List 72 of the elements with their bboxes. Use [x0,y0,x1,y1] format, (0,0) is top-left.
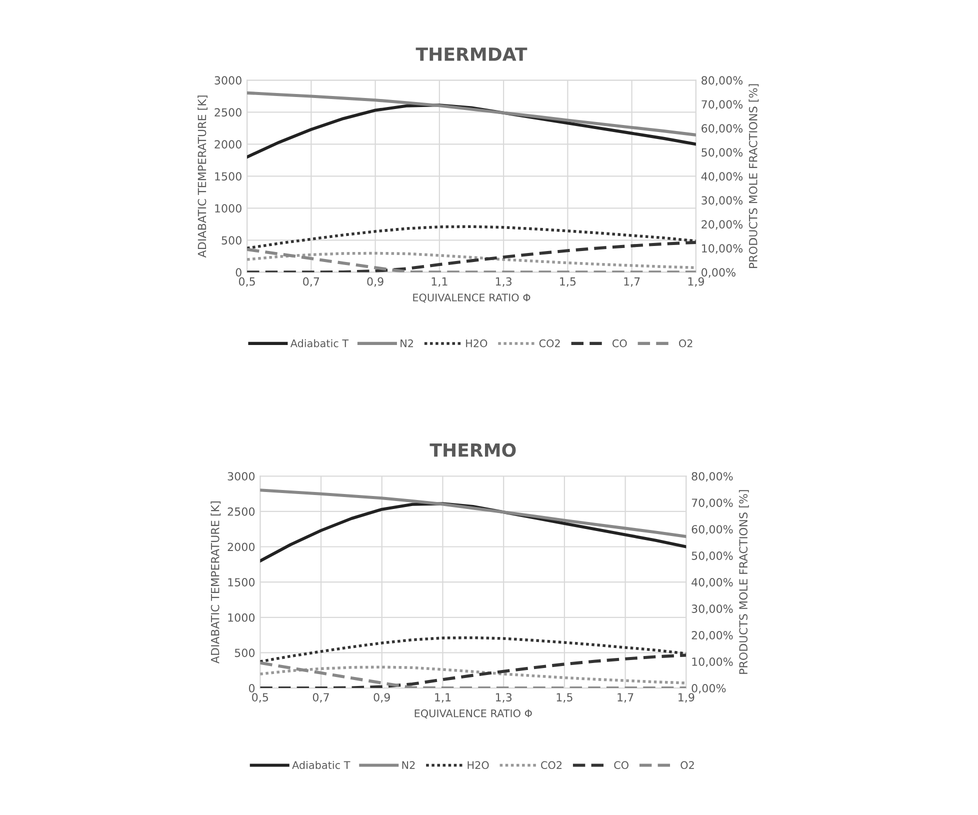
legend-label: N2 [400,339,413,348]
y-tick-label: 2000 [214,140,242,149]
x-tick-label: 1,3 [496,693,512,703]
x-tick-label: 1,5 [556,693,572,703]
y-tick-label: 1000 [215,204,242,213]
y2-tick-label: 30,00% [702,196,743,206]
y2-tick-label: 80,00% [692,472,733,482]
y2-tick-label: 20,00% [702,220,743,230]
y2-axis-title: PRODUCTS MOLE FRACTIONS [%] [748,84,759,268]
y-tick-label: 3000 [228,472,255,480]
legend-label: H2O [466,339,488,348]
line-series [247,252,696,270]
y-tick-label: 1000 [228,613,255,622]
x-tick-label: 0,7 [312,693,329,703]
legend-label: CO2 [541,761,562,770]
y2-tick-label: 70,00% [692,498,733,508]
y-tick-label: 500 [234,648,255,658]
x-tick-label: 1,7 [618,693,634,703]
x-tick-label: 0,9 [374,693,390,703]
y-axis-title: ADIABATIC TEMPERATURE [K] [210,502,221,664]
y2-tick-label: 30,00% [692,604,733,614]
x-tick-label: 0,9 [367,277,384,287]
legend-label: Adiabatic T [292,760,350,770]
chart-title: THERMO [430,443,516,457]
y-tick-label: 0 [236,268,242,277]
y2-tick-label: 60,00% [702,124,743,134]
y2-axis-title: PRODUCTS MOLE FRACTIONS [%] [738,490,749,674]
y2-tick-label: 20,00% [692,631,733,641]
y2-tick-label: 70,00% [702,100,743,110]
x-tick-label: 1,3 [496,277,512,287]
x-tick-label: 1,9 [688,277,704,287]
y-tick-label: 2000 [228,542,255,552]
legend-label: CO2 [539,339,560,348]
y2-tick-label: 60,00% [692,525,733,535]
chart-title: THERMDAT [416,48,528,61]
legend-label: Adiabatic T [290,339,349,348]
legend-label: CO [612,339,627,348]
line-series [247,91,696,136]
x-tick-label: 0,5 [252,693,268,703]
y-tick-label: 0 [248,684,255,692]
x-tick-label: 1,5 [560,277,576,287]
legend-label: O2 [680,761,694,770]
y2-tick-label: 50,00% [702,148,743,158]
line-series [260,666,686,684]
x-axis-title: EQUIVALENCE RATIO Φ [414,709,532,718]
x-tick-label: 0,7 [303,277,320,287]
y2-tick-label: 40,00% [692,578,733,588]
legend-label: CO [614,761,628,770]
y-axis-title: ADIABATIC TEMPERATURE [K] [198,96,208,258]
y2-tick-label: 0,00% [692,684,726,694]
y-tick-label: 500 [222,236,242,245]
x-tick-label: 1,9 [678,693,694,703]
y-tick-label: 1500 [215,172,242,181]
y-tick-label: 2500 [228,507,255,516]
y2-tick-label: 80,00% [702,76,743,86]
y2-tick-label: 40,00% [701,172,743,182]
x-tick-label: 1,7 [624,277,640,287]
y2-tick-label: 0,00% [702,268,736,278]
y-tick-label: 1500 [228,578,255,586]
legend-label: N2 [402,761,415,769]
y2-tick-label: 10,00% [702,244,743,254]
y-tick-label: 3000 [214,76,242,85]
x-axis-title: EQUIVALENCE RATIO Φ [413,294,530,303]
line-series [260,488,686,538]
y2-tick-label: 50,00% [692,552,733,562]
legend-label: O2 [679,339,692,348]
y-tick-label: 2500 [214,108,242,117]
y2-tick-label: 10,00% [692,658,733,668]
x-tick-label: 1,1 [432,277,448,287]
x-tick-label: 1,1 [435,693,451,703]
x-tick-label: 0,5 [238,277,255,287]
legend-label: H2O [468,761,489,770]
